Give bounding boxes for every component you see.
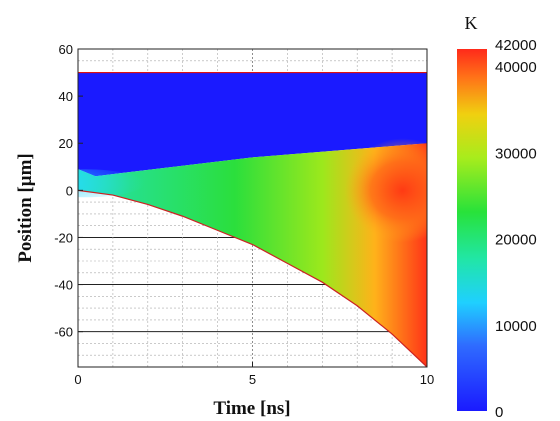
ablation-front-line [78, 189, 427, 367]
colorbar-unit: K [465, 13, 478, 33]
y-tick-label: 0 [66, 183, 73, 198]
colorbar-tick-label: 42000 [495, 37, 537, 54]
cool-zone [78, 169, 145, 198]
colorbar-tick-label: 40000 [495, 59, 537, 76]
y-tick-label: -20 [54, 230, 73, 245]
y-axis-ticks: 60 40 20 0 -20 -40 -60 [54, 42, 83, 340]
colorbar-tick-label: 20000 [495, 232, 537, 249]
y-tick-label: 20 [59, 136, 73, 151]
heated-region [78, 143, 427, 367]
upper-layer-region [78, 72, 427, 177]
x-axis-ticks: 0 5 10 [74, 362, 434, 387]
x-tick-label: 0 [74, 372, 81, 387]
temperature-field [78, 71, 427, 367]
y-tick-label: 40 [59, 89, 73, 104]
colorbar-tick-label: 0 [495, 404, 503, 421]
colorbar-ticks: 42000 40000 30000 20000 10000 0 [495, 37, 537, 421]
x-tick-label: 10 [420, 372, 434, 387]
colorbar [457, 49, 487, 411]
colorbar-tick-label: 10000 [495, 318, 537, 335]
x-tick-label: 5 [249, 372, 256, 387]
hot-core [344, 138, 427, 243]
y-tick-label: 60 [59, 42, 73, 57]
y-tick-label: -40 [54, 278, 73, 293]
plot-frame [77, 48, 428, 368]
y-tick-label: -60 [54, 325, 73, 340]
x-axis-title: Time [ns] [213, 398, 290, 419]
colorbar-tick-label: 30000 [495, 145, 537, 162]
y-axis-title: Position [μm] [15, 153, 36, 262]
